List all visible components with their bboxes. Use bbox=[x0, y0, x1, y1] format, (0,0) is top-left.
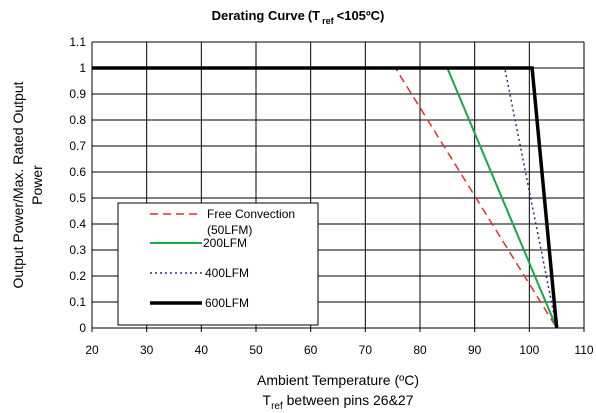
x-tick-label: 30 bbox=[140, 343, 154, 357]
title-sub: ref bbox=[322, 16, 335, 26]
x-tick-label: 20 bbox=[85, 343, 99, 357]
axes bbox=[91, 42, 585, 332]
x-tick-label: 110 bbox=[574, 343, 593, 357]
y-tick-labels: 0 0.1 0.2 0.3 0.4 0.5 0.6 0.7 0.8 0.9 1 1.1 bbox=[69, 35, 86, 335]
legend: Free Convection (50LFM) 200LFM 400LFM 60… bbox=[117, 202, 319, 326]
y-tick-label: 0.8 bbox=[69, 113, 86, 127]
chart-title: Derating Curve (T ref <105ºC) bbox=[212, 8, 385, 26]
x-tick-label: 70 bbox=[359, 343, 373, 357]
x-tick-label: 90 bbox=[468, 343, 482, 357]
y-tick-label: 0.5 bbox=[69, 191, 86, 205]
x-axis-label-2-rest: between pins 26&27 bbox=[283, 392, 414, 408]
series-line-600lfm bbox=[92, 66, 559, 329]
y-tick-label: 1 bbox=[79, 61, 86, 75]
y-axis-label-line2: Power bbox=[29, 165, 45, 205]
y-tick-label: 0.7 bbox=[69, 139, 86, 153]
y-axis-label-line1: Output Power/Max. Rated Output bbox=[10, 81, 26, 288]
legend-label-200lfm: 200LFM bbox=[203, 236, 247, 250]
title-main: Derating Curve bbox=[212, 8, 305, 23]
y-tick-label: 0.1 bbox=[69, 295, 86, 309]
title-rest: <105ºC) bbox=[337, 8, 385, 23]
x-axis-label-2-main: T bbox=[263, 392, 272, 408]
y-tick-label: 0.6 bbox=[69, 165, 86, 179]
y-tick-label: 1.1 bbox=[69, 35, 86, 49]
y-tick-label: 0.2 bbox=[69, 269, 86, 283]
x-axis-label-2-sub: ref bbox=[271, 401, 283, 412]
x-tick-label: 60 bbox=[304, 343, 318, 357]
title-paren: (T bbox=[308, 8, 320, 23]
y-tick-label: 0.3 bbox=[69, 243, 86, 257]
x-axis-label: Ambient Temperature (ºC) bbox=[257, 372, 419, 388]
x-tick-label: 80 bbox=[413, 343, 427, 357]
y-tick-label: 0.4 bbox=[69, 217, 86, 231]
series-lines bbox=[92, 66, 559, 329]
x-tick-labels: 20 30 40 50 60 70 80 90 100 110 bbox=[85, 343, 594, 357]
legend-label-free-convection-2: (50LFM) bbox=[207, 223, 252, 237]
x-tick-label: 50 bbox=[249, 343, 263, 357]
legend-label-free-convection-1: Free Convection bbox=[207, 207, 295, 221]
legend-label-600lfm: 600LFM bbox=[205, 296, 249, 310]
x-tick-label: 100 bbox=[519, 343, 539, 357]
legend-label-400lfm: 400LFM bbox=[205, 266, 249, 280]
x-axis-label-2: Tref between pins 26&27 bbox=[263, 392, 414, 412]
y-tick-label: 0.9 bbox=[69, 87, 86, 101]
y-tick-label: 0 bbox=[79, 321, 86, 335]
x-tick-label: 40 bbox=[195, 343, 209, 357]
